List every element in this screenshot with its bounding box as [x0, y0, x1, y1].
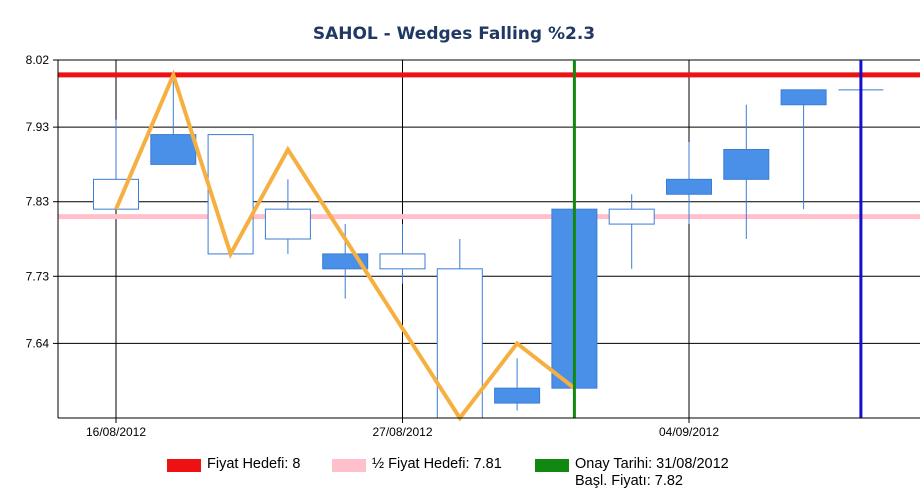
legend-label-confirm-date: Onay Tarihi: 31/08/2012: [575, 456, 729, 472]
candle-body-5: [379, 253, 426, 270]
y-axis-ticks: 8.02 7.93 7.83 7.73 7.64: [26, 53, 58, 350]
y-tick-label-3: 7.73: [26, 269, 50, 283]
y-tick-label-2: 7.83: [26, 195, 50, 209]
axes: [57, 60, 920, 419]
x-axis-ticks: 16/08/2012 27/08/2012 04/09/2012: [86, 418, 719, 439]
legend-swatch-target: [167, 459, 201, 472]
legend-item-half-target: ½ Fiyat Hedefi: 7.81: [332, 456, 502, 473]
marker-lines: [572, 60, 863, 418]
candle-body-10: [666, 178, 712, 195]
candle-body-12: [780, 89, 827, 106]
candle-body-1: [150, 134, 197, 165]
candle-body-3: [264, 208, 311, 240]
legend: Fiyat Hedefi: 8 ½ Fiyat Hedefi: 7.81 Ona…: [0, 456, 920, 496]
y-tick-label-4: 7.64: [26, 336, 50, 350]
chart-title: SAHOL - Wedges Falling %2.3: [313, 24, 595, 44]
candle-body-7: [494, 387, 541, 404]
legend-swatch-half-target: [332, 459, 366, 472]
candle-body-11: [723, 149, 770, 180]
legend-swatch-confirm: [535, 459, 569, 472]
candle-body-2: [207, 134, 254, 255]
legend-label-target: Fiyat Hedefi: 8: [207, 456, 301, 472]
wedge-pattern-line: [114, 69, 576, 422]
y-tick-label-1: 7.93: [26, 120, 50, 134]
legend-label-half-target: ½ Fiyat Hedefi: 7.81: [372, 456, 502, 472]
x-tick-label-2: 04/09/2012: [659, 425, 719, 439]
candlestick-chart: SAHOL - Wedges Falling %2.3 8.02 7.93 7.83…: [26, 24, 920, 439]
target-lines: [58, 72, 920, 220]
candle-body-9: [608, 208, 655, 225]
candles: [93, 74, 884, 419]
x-tick-label-0: 16/08/2012: [86, 425, 146, 439]
legend-label-start-price: Başl. Fiyatı: 7.82: [575, 473, 683, 489]
y-tick-label-0: 8.02: [26, 53, 50, 67]
wedge-line: [114, 69, 576, 422]
x-tick-label-1: 27/08/2012: [372, 425, 432, 439]
legend-item-confirm: Onay Tarihi: 31/08/2012 Başl. Fiyatı: 7.…: [535, 456, 729, 490]
legend-item-target: Fiyat Hedefi: 8: [167, 456, 301, 473]
